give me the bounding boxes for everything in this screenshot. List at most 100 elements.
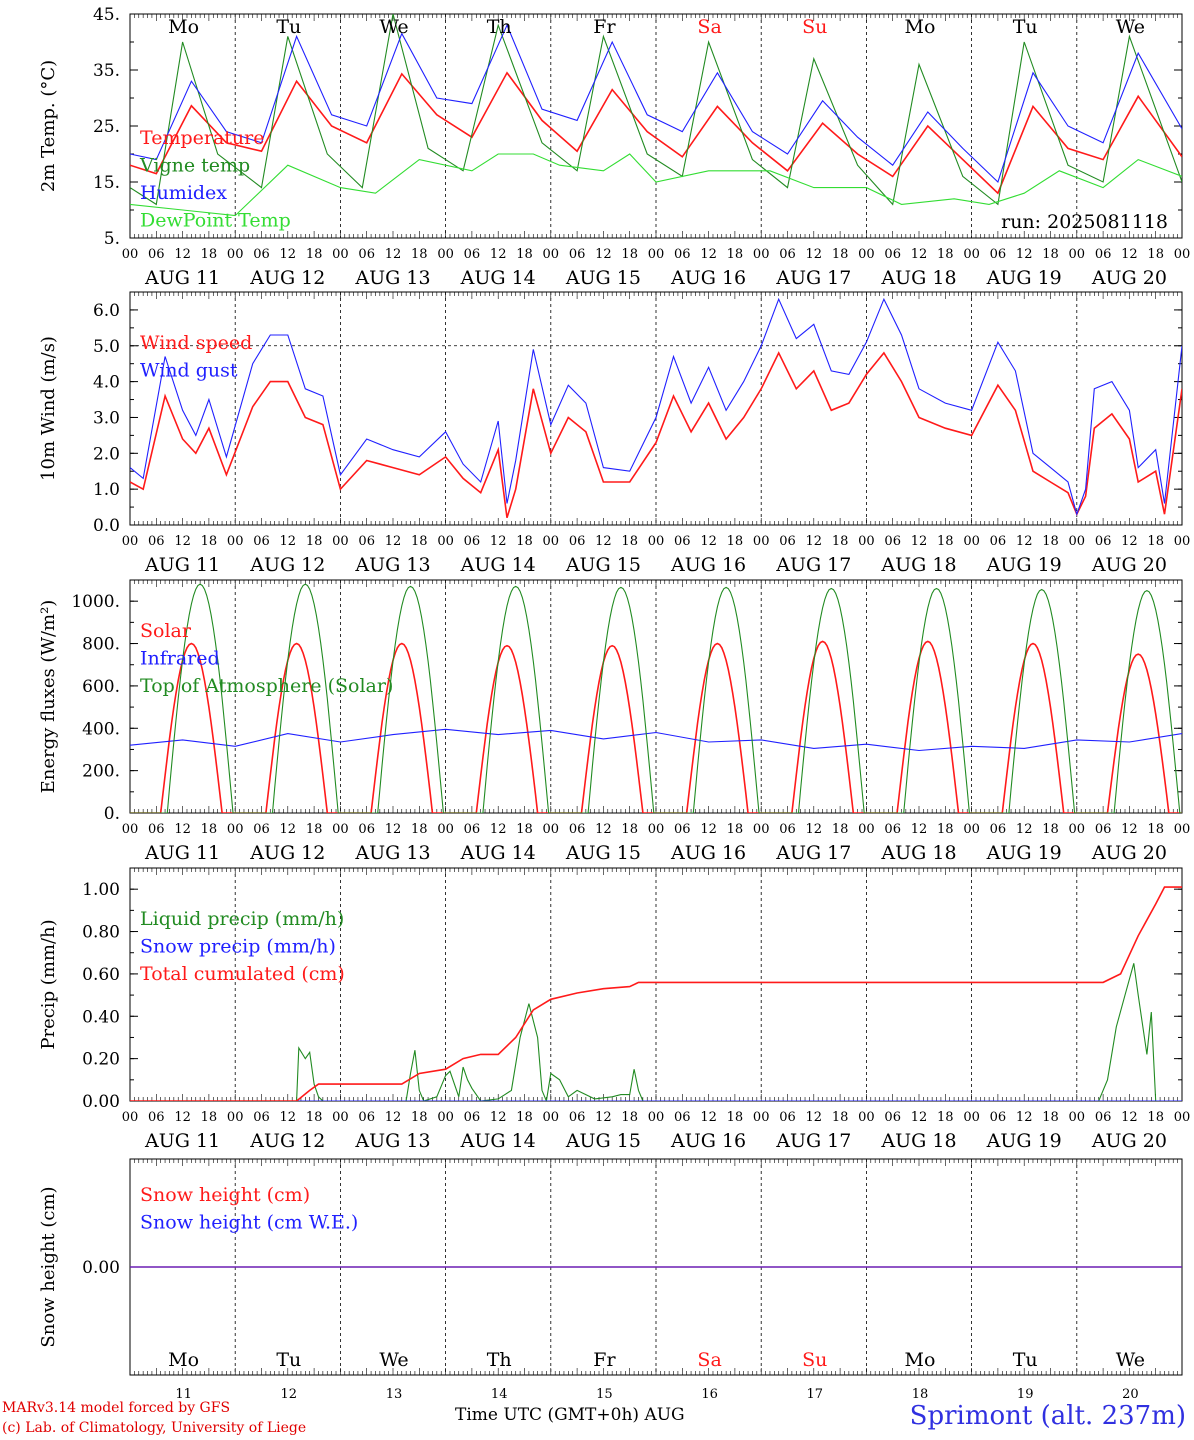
hour-label: 00 bbox=[227, 534, 244, 549]
weekday-label: Su bbox=[802, 16, 827, 38]
hour-label: 12 bbox=[385, 247, 402, 262]
hour-label: 18 bbox=[1042, 534, 1059, 549]
hour-label: 06 bbox=[990, 1110, 1007, 1125]
hour-label: 06 bbox=[253, 534, 270, 549]
hour-label: 12 bbox=[174, 822, 191, 837]
y-tick-label: 1000. bbox=[71, 592, 120, 612]
day-date-label: AUG 11 bbox=[144, 554, 220, 576]
legend-entry: Total cumulated (cm) bbox=[140, 963, 345, 985]
plot-area bbox=[130, 583, 1182, 813]
weekday-label: Tu bbox=[1013, 1349, 1038, 1371]
hour-label: 06 bbox=[253, 247, 270, 262]
hour-label: 18 bbox=[411, 534, 428, 549]
hour-label: 12 bbox=[490, 1110, 507, 1125]
hour-label: 18 bbox=[201, 822, 218, 837]
y-tick-label: 5. bbox=[104, 229, 120, 249]
hour-label: 18 bbox=[937, 822, 954, 837]
y-tick-label: 400. bbox=[82, 719, 120, 739]
hour-label: 00 bbox=[122, 822, 139, 837]
hour-label: 12 bbox=[806, 247, 823, 262]
hour-label: 00 bbox=[963, 534, 980, 549]
weekday-label: We bbox=[379, 16, 408, 38]
hour-label: 00 bbox=[753, 247, 770, 262]
hour-label: 00 bbox=[858, 247, 875, 262]
day-date-label: AUG 15 bbox=[565, 267, 641, 289]
series-line-wind-gust bbox=[130, 297, 1182, 517]
y-tick-label: 0.00 bbox=[82, 1258, 120, 1278]
y-tick-label: 45. bbox=[93, 5, 120, 25]
hour-label: 06 bbox=[148, 1110, 165, 1125]
day-date-label: AUG 19 bbox=[986, 267, 1062, 289]
hour-label: 12 bbox=[595, 534, 612, 549]
weekday-label: Su bbox=[802, 1349, 827, 1371]
hour-label: 00 bbox=[858, 534, 875, 549]
y-axis-label: 10m Wind (m/s) bbox=[38, 336, 59, 481]
hour-label: 06 bbox=[990, 534, 1007, 549]
hour-label: 06 bbox=[358, 247, 375, 262]
y-tick-label: 2.0 bbox=[93, 444, 120, 464]
y-tick-label: 3.0 bbox=[93, 408, 120, 428]
hour-label: 18 bbox=[1147, 247, 1164, 262]
series-line-total-cumulated-cm- bbox=[130, 886, 1182, 1101]
hour-label: 06 bbox=[1095, 247, 1112, 262]
hour-label: 12 bbox=[700, 534, 717, 549]
time-axis-title: Time UTC (GMT+0h) AUG bbox=[455, 1405, 685, 1425]
hour-label: 00 bbox=[437, 534, 454, 549]
hour-label: 06 bbox=[358, 822, 375, 837]
hour-label: 00 bbox=[332, 1110, 349, 1125]
y-tick-label: 25. bbox=[93, 117, 120, 137]
hour-label: 12 bbox=[174, 247, 191, 262]
y-axis-label: Snow height (cm) bbox=[38, 1186, 59, 1347]
day-date-label: AUG 16 bbox=[670, 1130, 746, 1152]
hour-label: 18 bbox=[621, 247, 638, 262]
day-number-label: 20 bbox=[1122, 1387, 1139, 1402]
weekday-label: Fr bbox=[593, 1349, 616, 1371]
hour-label: 00 bbox=[543, 1110, 560, 1125]
hour-label: 06 bbox=[674, 822, 691, 837]
hour-label: 12 bbox=[806, 822, 823, 837]
hour-label: 00 bbox=[227, 822, 244, 837]
day-number-label: 14 bbox=[491, 1387, 508, 1402]
day-date-label: AUG 15 bbox=[565, 554, 641, 576]
weekday-label: We bbox=[1116, 16, 1145, 38]
day-number-label: 11 bbox=[175, 1387, 192, 1402]
hour-label: 06 bbox=[464, 822, 481, 837]
day-date-label: AUG 13 bbox=[354, 267, 430, 289]
day-date-label: AUG 17 bbox=[775, 1130, 851, 1152]
hour-label: 00 bbox=[1174, 822, 1191, 837]
y-tick-label: 0.00 bbox=[82, 1092, 120, 1112]
day-date-label: AUG 14 bbox=[460, 1130, 536, 1152]
hour-label: 18 bbox=[411, 247, 428, 262]
hour-label: 00 bbox=[648, 1110, 665, 1125]
hour-label: 06 bbox=[464, 247, 481, 262]
hour-label: 00 bbox=[753, 1110, 770, 1125]
hour-label: 00 bbox=[753, 822, 770, 837]
day-date-label: AUG 13 bbox=[354, 1130, 430, 1152]
panel-frame bbox=[129, 13, 1183, 239]
day-date-label: AUG 16 bbox=[670, 842, 746, 864]
hour-label: 06 bbox=[990, 247, 1007, 262]
hour-label: 18 bbox=[306, 247, 323, 262]
hour-label: 06 bbox=[569, 534, 586, 549]
hour-label: 00 bbox=[963, 1110, 980, 1125]
hour-label: 18 bbox=[937, 534, 954, 549]
day-number-label: 18 bbox=[912, 1387, 929, 1402]
station-name: Sprimont (alt. 237m) bbox=[909, 1401, 1186, 1431]
day-date-label: AUG 20 bbox=[1091, 554, 1167, 576]
hour-label: 00 bbox=[543, 247, 560, 262]
hour-label: 18 bbox=[621, 534, 638, 549]
hour-label: 00 bbox=[122, 534, 139, 549]
day-date-label: AUG 19 bbox=[986, 554, 1062, 576]
y-tick-label: 0.40 bbox=[82, 1007, 120, 1027]
y-tick-label: 200. bbox=[82, 762, 120, 782]
hour-label: 12 bbox=[1121, 534, 1138, 549]
hour-label: 06 bbox=[674, 247, 691, 262]
hour-label: 06 bbox=[779, 247, 796, 262]
run-label: run: 2025081118 bbox=[1001, 211, 1168, 233]
weekday-label: Fr bbox=[593, 16, 616, 38]
hour-label: 12 bbox=[806, 1110, 823, 1125]
day-date-label: AUG 12 bbox=[249, 267, 325, 289]
hour-label: 06 bbox=[884, 247, 901, 262]
hour-label: 12 bbox=[490, 247, 507, 262]
hour-label: 18 bbox=[516, 822, 533, 837]
